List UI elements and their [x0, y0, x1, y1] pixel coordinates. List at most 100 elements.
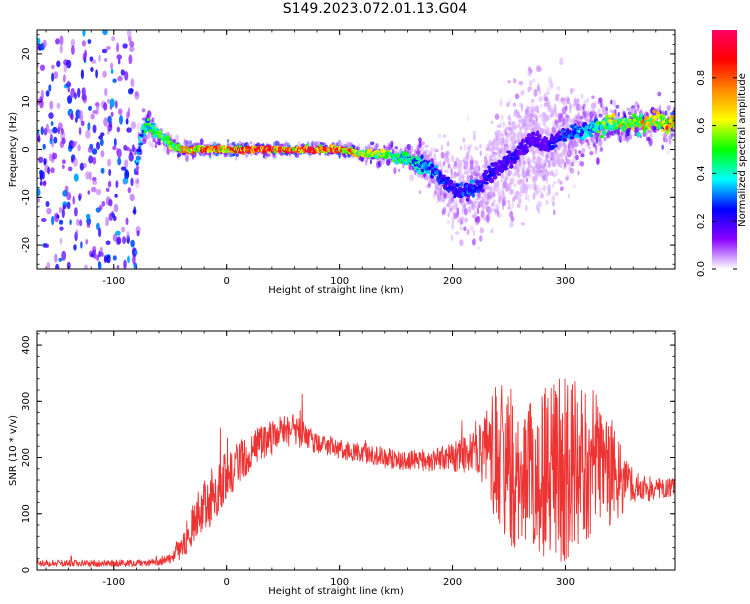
spectrogram-cell: [551, 183, 555, 189]
spectrogram-cell: [497, 151, 502, 158]
spectrogram-cell: [520, 90, 525, 96]
spectrogram-ridge-cell: [451, 182, 455, 186]
spectrogram-cell: [571, 103, 575, 109]
spectrogram-cell: [71, 45, 75, 55]
spectrogram-cell: [58, 206, 63, 213]
spectrogram-cell: [511, 140, 516, 146]
spectrogram-cell: [42, 39, 47, 48]
spectrogram-cell: [445, 156, 450, 164]
spectrogram-cell: [615, 104, 620, 109]
spectrogram-cell: [582, 110, 586, 117]
spectrogram-cell: [450, 205, 455, 211]
spectrogram-cell: [576, 112, 581, 117]
spectrogram-cell: [440, 163, 443, 170]
spectrogram-cell: [78, 127, 82, 136]
spectrogram-cell: [92, 176, 97, 182]
spectrogram-cell: [484, 158, 488, 165]
spectrogram-ridge-cell: [589, 121, 594, 126]
spectrogram-cell: [450, 154, 455, 163]
spectrogram-ridge-cell: [631, 113, 637, 118]
spectrogram-cell: [515, 164, 519, 168]
spectrogram-cell: [277, 141, 280, 145]
spectrogram-cell: [107, 123, 113, 132]
spectrogram-cell: [498, 212, 502, 219]
spectrogram-cell: [43, 158, 47, 166]
spectrogram-cell: [98, 54, 101, 62]
spectrogram-cell: [479, 150, 483, 157]
spectrogram-cell: [473, 200, 477, 209]
spectrogram-cell: [114, 193, 118, 198]
spectrogram-cell: [462, 137, 466, 144]
spectrogram-cell: [437, 133, 442, 138]
spectrogram-cell: [128, 54, 133, 65]
spectrogram-ridge-cell: [480, 188, 485, 193]
spectrogram-cell: [117, 157, 122, 166]
spectrogram-cell: [502, 192, 506, 199]
spectrogram-cell: [467, 145, 472, 154]
spectrogram-cell: [425, 174, 429, 180]
y-tick-label: 10: [21, 95, 32, 108]
spectrogram-ridge-cell: [554, 144, 558, 148]
spectrogram-cell: [460, 216, 465, 221]
spectrogram-cell: [433, 189, 437, 195]
spectrogram-ridge-cell: [459, 182, 463, 187]
spectrogram-cell: [578, 116, 583, 122]
spectrogram-cell: [56, 60, 61, 68]
spectrogram-cell: [70, 38, 76, 47]
spectrogram-cell: [73, 140, 78, 146]
spectrogram-cell: [471, 214, 477, 219]
spectrogram-cell: [476, 216, 480, 222]
spectrogram-cell: [442, 161, 446, 168]
spectrogram-ridge-cell: [557, 130, 562, 135]
spectrogram-cell: [506, 199, 511, 203]
spectrogram-ridge-cell: [483, 169, 489, 175]
spectrogram-cell: [476, 216, 480, 225]
spectrogram-cell: [594, 114, 598, 118]
spectrogram-ridge-cell: [135, 162, 139, 166]
spectrogram-cell: [536, 124, 539, 128]
spectrogram-cell: [92, 156, 97, 165]
spectrogram-cell: [418, 190, 422, 194]
spectrogram-cell: [496, 180, 500, 188]
spectrogram-cell: [522, 160, 527, 166]
spectrogram-cell: [424, 149, 429, 153]
spectrogram-cell: [130, 239, 135, 248]
spectrogram-cell: [494, 113, 500, 120]
colorbar-gradient: [712, 30, 737, 269]
spectrogram-cell: [568, 118, 573, 124]
spectrogram-cell: [124, 159, 129, 169]
spectrogram-cell: [461, 174, 465, 181]
spectrogram-cell: [42, 171, 45, 180]
spectrogram-cell: [599, 108, 602, 113]
spectrogram-cell: [590, 135, 594, 143]
spectrogram-cell: [597, 108, 601, 114]
spectrogram-cell: [485, 205, 491, 214]
spectrogram-ridge-cell: [636, 132, 642, 137]
spectrogram-cell: [504, 136, 509, 141]
spectrogram-cell: [87, 39, 92, 44]
spectrogram-cell: [581, 147, 586, 153]
spectrogram-ridge-cell: [520, 138, 526, 144]
spectrogram-cell: [512, 137, 517, 144]
spectrogram-cell: [103, 117, 108, 127]
spectrogram-cell: [455, 212, 459, 219]
spectrogram-cell: [572, 184, 576, 189]
colorbar-tick-label: 0.6: [696, 118, 707, 134]
spectrogram-cell: [546, 200, 550, 205]
spectrogram-cell: [511, 134, 516, 139]
spectrogram-cell: [465, 179, 468, 183]
spectrogram-cell: [511, 129, 515, 137]
spectrogram-cell: [125, 217, 129, 226]
spectrogram-cell: [124, 171, 130, 180]
spectrogram-cell: [69, 89, 74, 99]
spectrogram-cell: [538, 66, 543, 72]
y-axis-label: SNR (10 * v/v): [8, 415, 19, 486]
spectrogram-cell: [424, 144, 429, 148]
spectrogram-cell: [535, 162, 538, 169]
spectrogram-cell: [668, 138, 672, 145]
spectrogram-cell: [56, 214, 60, 219]
spectrogram-cell: [565, 105, 568, 111]
spectrogram-ridge-cell: [655, 110, 661, 116]
spectrogram-cell: [547, 106, 551, 113]
spectrogram-cell: [451, 196, 455, 201]
